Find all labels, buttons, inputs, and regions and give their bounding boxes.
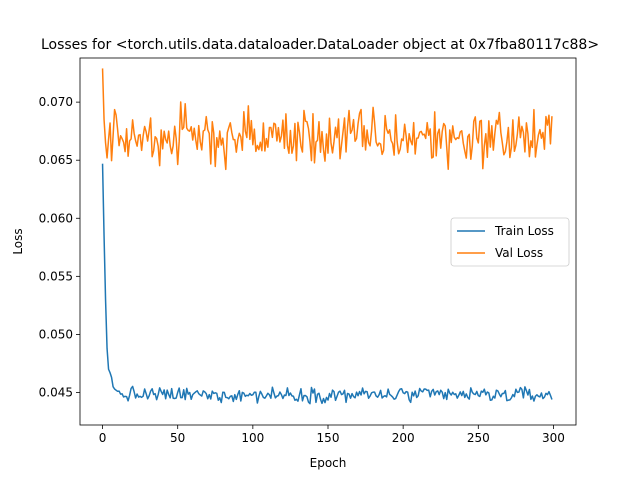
x-tick-label: 200 <box>392 431 415 445</box>
series-layer <box>101 68 553 405</box>
series-line-val-loss <box>101 68 553 171</box>
y-tick-label: 0.050 <box>39 327 73 341</box>
y-tick-label: 0.060 <box>39 211 73 225</box>
x-tick-label: 300 <box>542 431 565 445</box>
legend-frame <box>450 217 570 267</box>
legend-label: Val Loss <box>495 246 543 260</box>
series-line-train-loss <box>101 163 553 405</box>
x-tick-label: 100 <box>241 431 264 445</box>
y-tick-label: 0.045 <box>39 385 73 399</box>
plot-frame <box>79 57 577 426</box>
y-tick-label: 0.070 <box>39 95 73 109</box>
legend: Train Loss Val Loss <box>450 217 570 267</box>
chart-title: Losses for <torch.utils.data.dataloader.… <box>41 37 599 53</box>
y-tick-label: 0.055 <box>39 269 73 283</box>
x-tick-label: 250 <box>467 431 490 445</box>
x-tick-label: 0 <box>99 431 107 445</box>
x-tick-label: 150 <box>317 431 340 445</box>
legend-label: Train Loss <box>494 224 554 238</box>
x-axis-ticks: 0 50 100 150 200 250 300 <box>99 425 565 445</box>
y-axis-ticks: 0.045 0.050 0.055 0.060 0.065 0.070 <box>39 95 80 399</box>
x-tick-label: 50 <box>170 431 185 445</box>
y-tick-label: 0.065 <box>39 153 73 167</box>
y-axis-label: Loss <box>11 228 25 254</box>
x-axis-label: Epoch <box>310 456 347 470</box>
